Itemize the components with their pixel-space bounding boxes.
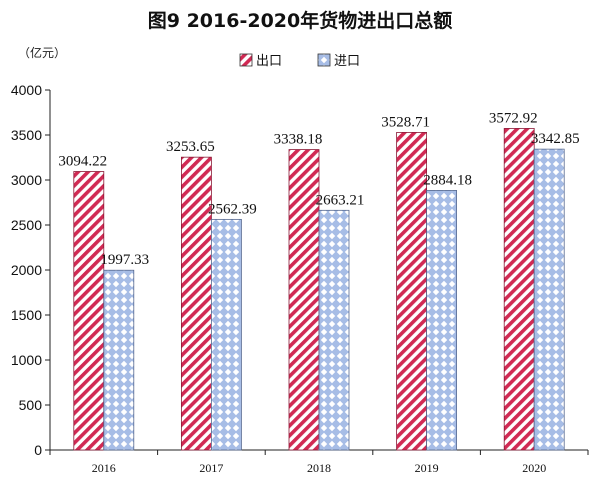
bar-export-2017 bbox=[180, 156, 212, 451]
x-category-label: 2020 bbox=[522, 461, 546, 475]
y-tick-label: 1000 bbox=[11, 352, 42, 368]
x-category-label: 2017 bbox=[199, 461, 223, 475]
bar-export-2020 bbox=[503, 128, 535, 451]
data-label-export-2018: 3338.18 bbox=[274, 132, 323, 148]
x-category-label: 2018 bbox=[307, 461, 331, 475]
bar-export-2018 bbox=[288, 149, 320, 451]
bar-export-2019 bbox=[396, 132, 428, 451]
legend-swatch-import bbox=[317, 53, 331, 67]
y-tick-label: 3500 bbox=[11, 127, 42, 143]
bar-export-2016 bbox=[73, 171, 105, 451]
data-label-export-2020: 3572.92 bbox=[489, 110, 538, 126]
unit-label: （亿元） bbox=[18, 46, 67, 60]
legend-swatch-export bbox=[239, 53, 253, 67]
data-label-export-2017: 3253.65 bbox=[166, 139, 215, 155]
y-tick-label: 2500 bbox=[11, 217, 42, 233]
x-category-label: 2016 bbox=[92, 461, 116, 475]
chart-title: 图9 2016-2020年货物进出口总额 bbox=[147, 10, 453, 32]
y-tick-label: 4000 bbox=[11, 82, 42, 98]
data-label-import-2018: 2663.21 bbox=[316, 192, 365, 208]
axes: 0 500 1000 1500 2000 2500 3000 3500 4000 2016 2017… bbox=[11, 82, 589, 475]
bar-import-2017 bbox=[210, 218, 242, 451]
legend-label-export: 出口 bbox=[256, 54, 282, 69]
data-labels: 3094.22 1997.33 3253.65 2562.39 3338.18 2663.… bbox=[58, 110, 579, 268]
data-label-import-2019: 2884.18 bbox=[423, 172, 472, 188]
data-label-import-2020: 3342.85 bbox=[531, 131, 580, 147]
y-tick-label: 2000 bbox=[11, 262, 42, 278]
data-label-export-2016: 3094.22 bbox=[58, 154, 107, 170]
bar-import-2020 bbox=[533, 148, 565, 451]
y-tick-label: 500 bbox=[19, 397, 43, 413]
bar-import-2016 bbox=[103, 269, 135, 451]
y-tick-label: 0 bbox=[34, 442, 42, 458]
legend-label-import: 进口 bbox=[334, 54, 360, 69]
data-label-import-2016: 1997.33 bbox=[100, 252, 149, 268]
bar-import-2018 bbox=[318, 209, 350, 451]
bar-import-2019 bbox=[426, 190, 458, 451]
x-category-label: 2019 bbox=[415, 461, 439, 475]
bars bbox=[73, 128, 565, 451]
data-label-export-2019: 3528.71 bbox=[381, 114, 430, 130]
y-tick-label: 1500 bbox=[11, 307, 42, 323]
y-tick-label: 3000 bbox=[11, 172, 42, 188]
legend: 出口 进口 bbox=[239, 53, 360, 69]
data-label-import-2017: 2562.39 bbox=[208, 201, 257, 217]
